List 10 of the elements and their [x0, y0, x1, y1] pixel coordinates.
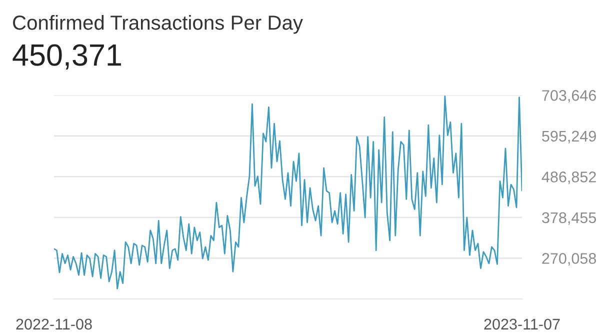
- chart-title: Confirmed Transactions Per Day: [13, 15, 303, 34]
- x-tick-label: 2023-11-07: [484, 318, 560, 330]
- y-tick-label: 595,249: [542, 130, 596, 144]
- chart-subtitle: 450,371: [12, 44, 121, 70]
- y-tick-label: 270,058: [542, 253, 596, 266]
- x-tick-label: 2022-11-08: [16, 318, 92, 330]
- y-tick-label: 378,455: [542, 212, 596, 225]
- y-tick-label: 486,852: [542, 172, 596, 184]
- y-tick-label: 703,646: [542, 90, 596, 103]
- line-series: [54, 95, 522, 290]
